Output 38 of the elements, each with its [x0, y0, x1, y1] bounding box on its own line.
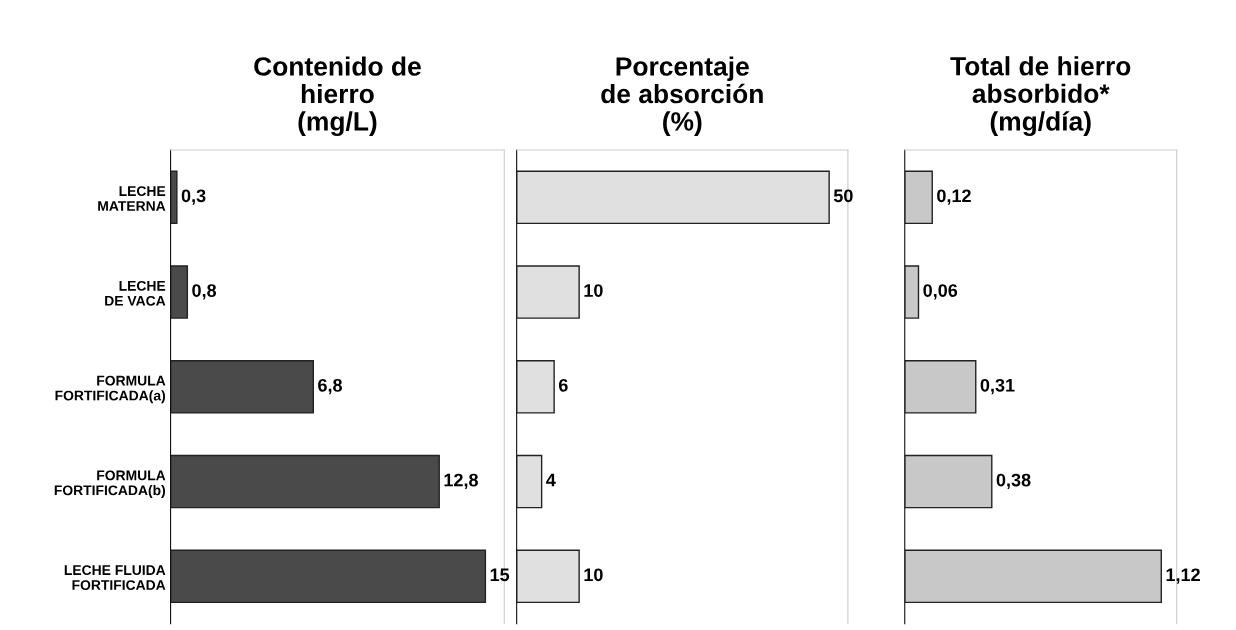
- data-label: 50: [833, 189, 853, 203]
- bar: [170, 265, 189, 319]
- bar: [170, 549, 487, 604]
- data-label: 0,12: [937, 189, 971, 205]
- data-label: 10: [584, 284, 603, 297]
- y-tick-label: FORMULA FORTIFICADA(a): [55, 375, 166, 404]
- bar: [904, 170, 933, 225]
- data-label: 12,8: [444, 473, 478, 490]
- y-tick-label: LECHE MATERNA: [98, 186, 166, 211]
- chart-title: Total de hierro absorbido* (mg/día): [950, 56, 1131, 137]
- bar: [170, 454, 440, 509]
- data-label: 0,3: [181, 189, 206, 205]
- chart-title: Contenido de hierro (mg/L): [254, 56, 421, 137]
- data-label: 0,38: [996, 473, 1031, 490]
- data-label: 15: [490, 568, 510, 582]
- data-label: 4: [546, 473, 556, 487]
- bar: [904, 454, 993, 509]
- data-label: 0,06: [923, 284, 958, 300]
- chart-title: Porcentaje de absorción (%): [601, 56, 763, 136]
- bar: [516, 170, 830, 225]
- y-tick-label: LECHE DE VACA: [105, 280, 166, 306]
- bar: [904, 360, 977, 414]
- bar: [516, 454, 543, 509]
- bar: [516, 360, 555, 414]
- bar: [516, 265, 580, 319]
- bar: [170, 170, 178, 225]
- bar: [516, 549, 580, 604]
- data-label: 6: [558, 378, 568, 392]
- bar: [904, 265, 920, 319]
- bar: [904, 549, 1162, 604]
- data-label: 6,8: [318, 378, 342, 395]
- data-label: 0,8: [192, 284, 217, 300]
- y-tick-label: LECHE FLUIDA FORTIFICADA: [64, 565, 166, 590]
- bar: [170, 360, 314, 414]
- data-label: 10: [584, 568, 603, 582]
- y-tick-label: FORMULA FORTIFICADA(b): [54, 470, 166, 498]
- data-label: 1,12: [1166, 568, 1200, 584]
- data-label: 0,31: [980, 378, 1015, 395]
